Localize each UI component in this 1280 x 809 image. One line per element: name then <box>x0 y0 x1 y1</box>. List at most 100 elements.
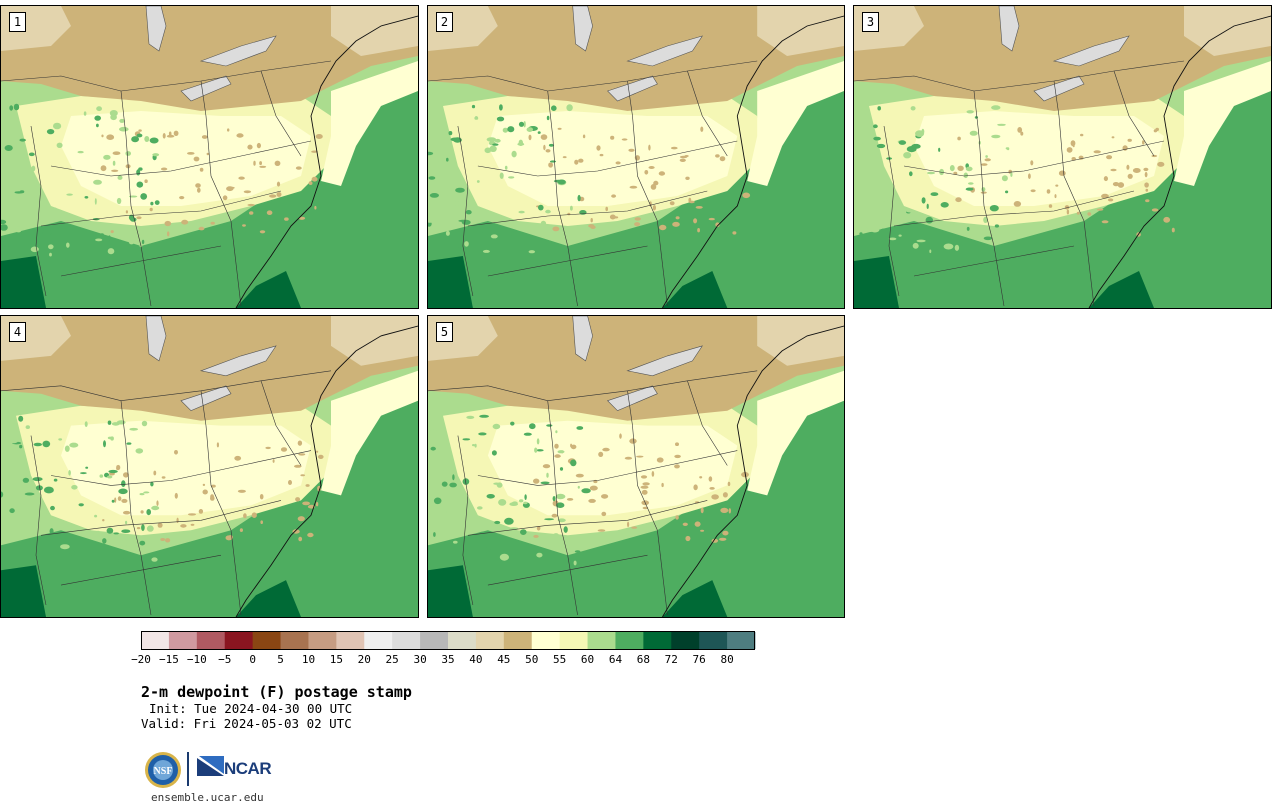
humid-speck <box>860 218 869 221</box>
colorbar-tick-label: 68 <box>636 653 650 666</box>
dry-speck <box>634 222 641 227</box>
humid-speck <box>472 444 475 447</box>
colorbar-swatch <box>364 632 393 649</box>
humid-speck <box>154 200 160 206</box>
member-label: 3 <box>862 12 879 32</box>
dry-speck <box>161 476 166 479</box>
humid-speck <box>141 420 148 427</box>
dry-speck <box>259 161 262 166</box>
humid-speck <box>523 121 526 128</box>
dry-speck <box>659 224 667 231</box>
humid-speck <box>546 115 550 121</box>
humid-speck <box>484 147 492 154</box>
humid-speck <box>471 104 476 109</box>
product-title: 2-m dewpoint (F) postage stamp <box>141 683 412 701</box>
humid-speck <box>24 468 29 471</box>
dry-speck <box>198 509 204 514</box>
dry-speck <box>174 450 178 455</box>
dry-speck <box>157 522 163 528</box>
ensemble-url-link[interactable]: ensemble.ucar.edu <box>151 791 264 804</box>
dry-speck <box>650 184 657 190</box>
colorbar-swatch <box>280 632 309 649</box>
humid-region <box>1 66 418 308</box>
dry-speck <box>1110 168 1117 172</box>
dry-speck <box>1101 220 1109 224</box>
humid-speck <box>511 150 517 158</box>
humid-speck <box>146 525 154 532</box>
humid-speck <box>546 472 549 478</box>
humid-speck <box>494 138 501 143</box>
humid-speck <box>536 552 543 558</box>
very-humid-region <box>662 580 728 617</box>
dry-speck <box>297 440 303 446</box>
colorbar-tick-label: −5 <box>218 653 232 666</box>
dry-speck <box>562 156 567 159</box>
humid-speck <box>68 470 71 476</box>
humid-speck <box>536 449 544 452</box>
lake <box>145 316 167 362</box>
humid-speck <box>96 106 102 112</box>
state-boundary <box>120 90 142 247</box>
dry-speck <box>1070 140 1076 147</box>
state-boundary <box>40 190 282 227</box>
humid-speck <box>912 242 919 249</box>
dry-speck <box>601 494 609 499</box>
humid-speck <box>118 557 125 564</box>
dry-speck <box>610 135 615 140</box>
dry-speck <box>1145 199 1150 203</box>
humid-speck <box>149 137 159 144</box>
member-map-3: 3 <box>853 5 1272 309</box>
lake <box>626 345 703 377</box>
humid-speck <box>888 237 897 241</box>
dry-speck <box>149 207 153 212</box>
humid-speck <box>898 140 907 145</box>
dry-speck <box>661 482 664 488</box>
humid-speck <box>524 494 527 500</box>
map-field <box>1 6 418 308</box>
colorbar-border <box>141 631 755 650</box>
dry-speck <box>251 512 257 518</box>
humid-speck <box>549 160 557 163</box>
map-field <box>428 6 844 308</box>
dry-speck <box>728 508 731 514</box>
dry-speck <box>720 507 729 513</box>
colorbar-swatch <box>671 632 700 649</box>
dry-speck <box>1101 193 1109 199</box>
humid-speck <box>446 157 449 162</box>
humid-speck <box>490 234 498 239</box>
humid-speck <box>545 209 551 214</box>
humid-speck <box>128 195 138 198</box>
humid-speck <box>581 488 591 494</box>
dry-moderate-region <box>61 111 311 206</box>
humid-speck <box>430 446 436 451</box>
colorbar-tick-label: −20 <box>131 653 151 666</box>
humid-speck <box>53 478 58 482</box>
humid-speck <box>106 527 114 534</box>
dry-speck <box>727 481 731 487</box>
dry-speck <box>675 515 679 520</box>
dry-speck <box>1106 155 1113 160</box>
dry-speck <box>269 194 277 198</box>
state-boundary <box>913 245 1075 277</box>
colorbar-swatch <box>308 632 337 649</box>
dry-speck <box>722 530 729 536</box>
dry-speck <box>259 494 264 500</box>
humid-speck <box>485 547 491 554</box>
humid-speck <box>859 232 863 236</box>
state-boundary <box>200 80 232 222</box>
humid-speck <box>433 532 436 537</box>
dry-speck <box>311 150 318 153</box>
humid-speck <box>474 443 477 448</box>
dry-speck <box>116 467 119 470</box>
colorbar-tick-label: 30 <box>413 653 427 666</box>
dry-speck <box>125 210 128 214</box>
humid-speck <box>1005 190 1009 194</box>
dry-speck <box>247 203 255 207</box>
dry-speck <box>136 527 141 530</box>
dry-speck <box>688 200 695 204</box>
humid-speck <box>28 152 35 157</box>
state-boundary <box>60 554 222 586</box>
dry-speck <box>980 191 987 194</box>
state-boundary <box>627 390 658 531</box>
humid-speck <box>927 171 935 175</box>
